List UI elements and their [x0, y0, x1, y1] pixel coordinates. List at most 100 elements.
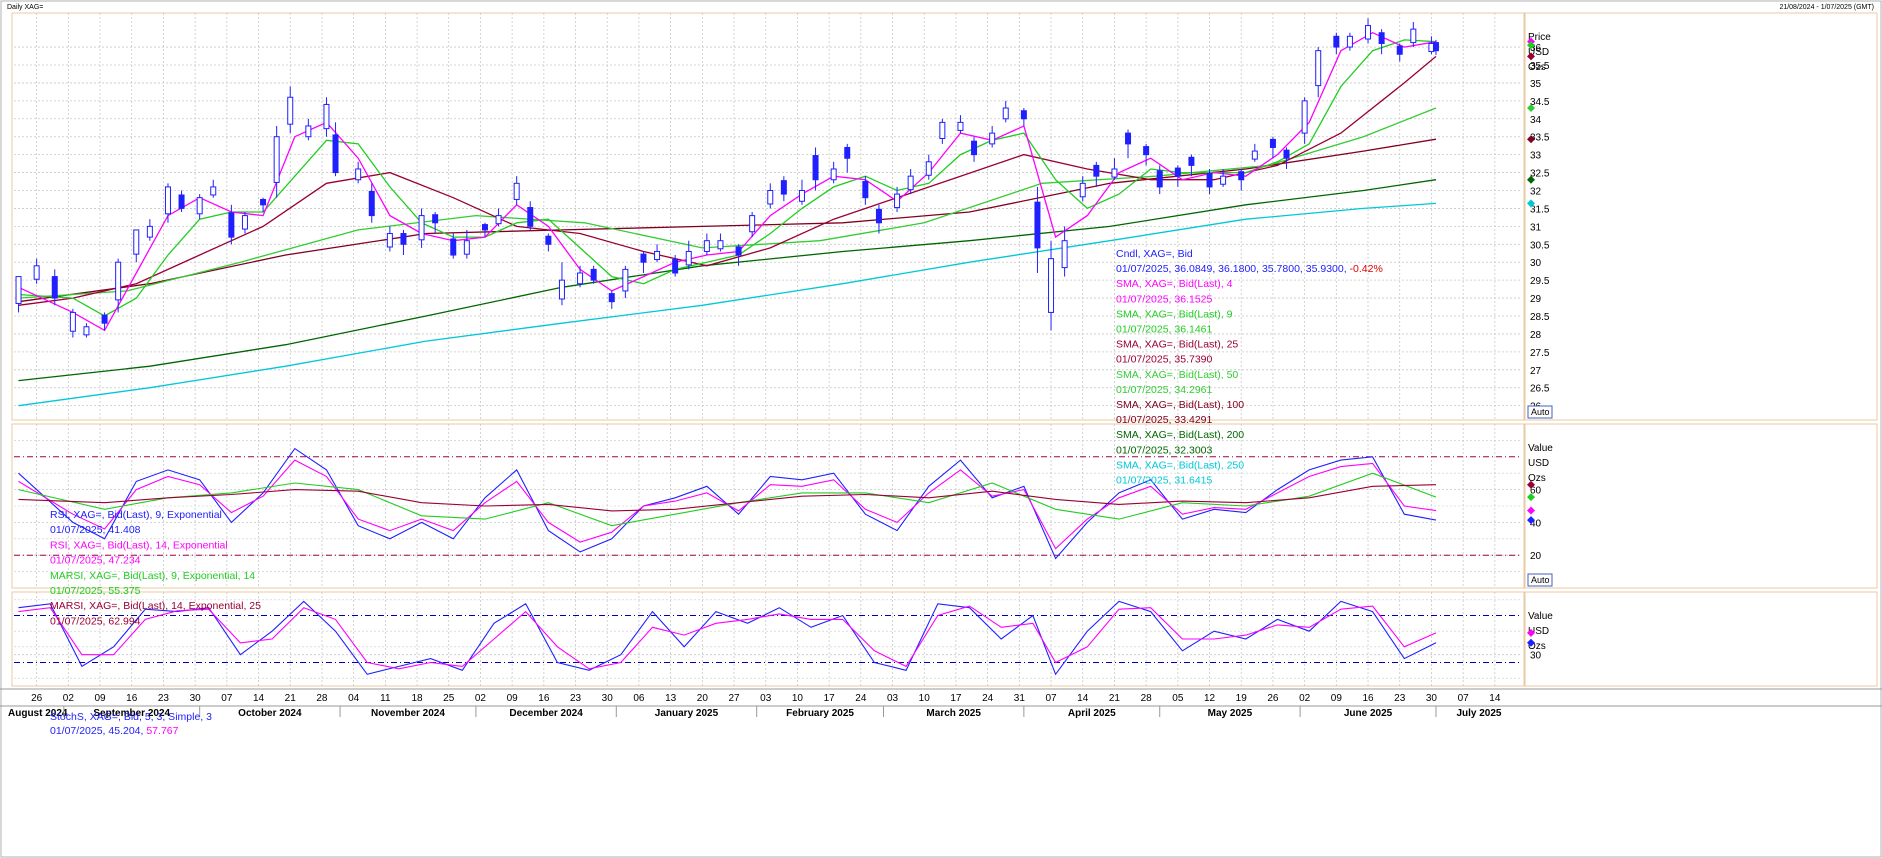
candle-body	[1283, 149, 1290, 159]
x-tick-label: 14	[1077, 693, 1089, 704]
candle-body	[780, 180, 787, 195]
change-percent: -0.42%	[1350, 263, 1383, 275]
price-tick-label: 26.5	[1530, 384, 1550, 395]
candle-body	[332, 134, 339, 174]
candle-body	[228, 212, 235, 238]
price-tick-label: 33	[1530, 151, 1542, 162]
price-tick-label: 33.5	[1530, 133, 1550, 144]
candle-body	[115, 261, 122, 301]
candle-body	[196, 197, 203, 215]
series-marsi14	[18, 484, 1437, 512]
price-tick-label: 35	[1530, 79, 1542, 90]
x-tick-label: 30	[190, 693, 202, 704]
price-legend-value: 01/07/2025, 34.2961	[1116, 384, 1213, 396]
stoch-axis-title: Ozs	[1528, 641, 1546, 652]
candle-body	[608, 293, 615, 303]
candle-body	[989, 132, 996, 145]
price-tick-label: 30.5	[1530, 240, 1550, 251]
x-tick-label: 30	[1426, 693, 1438, 704]
candle-body	[1220, 175, 1227, 185]
candle-body	[1111, 168, 1118, 178]
price-legend-name: SMA, XAG=, Bid(Last), 9	[1116, 308, 1233, 320]
candle-body	[971, 140, 978, 156]
candle-body	[1269, 138, 1276, 148]
stoch-legend-value: 01/07/2025, 45.204, 57.767	[50, 725, 179, 737]
candle-body	[685, 250, 692, 266]
x-tick-label: 14	[1489, 693, 1501, 704]
candle-body	[703, 240, 710, 252]
last-value-marker	[1527, 41, 1535, 50]
x-tick-label: 16	[538, 693, 550, 704]
candle-body	[640, 253, 647, 263]
stoch-axis-title: USD	[1528, 626, 1549, 637]
x-tick-label: 03	[887, 693, 899, 704]
candle-body	[1034, 201, 1041, 249]
x-tick-label: 26	[1267, 693, 1279, 704]
chart-title: Daily XAG=	[7, 4, 44, 11]
x-tick-label: 28	[1141, 693, 1153, 704]
month-label: October 2024	[238, 708, 302, 719]
x-tick-label: 04	[348, 693, 360, 704]
candle-body	[1410, 28, 1417, 44]
x-tick-label: 07	[1045, 693, 1057, 704]
candle-body	[1396, 45, 1403, 55]
candle-body	[355, 168, 362, 181]
candle-body	[1020, 110, 1027, 120]
price-tick-label: 34	[1530, 115, 1542, 126]
series-stoch_d	[18, 605, 1437, 670]
last-value-marker	[1527, 135, 1535, 144]
candle-body	[844, 146, 851, 159]
candle-body	[1125, 132, 1132, 145]
month-label: December 2024	[509, 708, 583, 719]
price-tick-label: 34.5	[1530, 97, 1550, 108]
stoch-tick-label: 30	[1530, 651, 1542, 662]
candle-body	[717, 240, 724, 250]
candle-body	[241, 215, 248, 230]
price-tick-label: 32.5	[1530, 169, 1550, 180]
x-tick-label: 24	[855, 693, 867, 704]
rsi-legend-name: MARSI, XAG=, Bid(Last), 9, Exponential, …	[50, 570, 255, 582]
candle-body	[1156, 170, 1163, 188]
rsi-legend-value: 01/07/2025, 41.408	[50, 524, 141, 536]
last-value-marker	[1527, 104, 1535, 113]
price-tick-label: 30	[1530, 258, 1542, 269]
stoch-panel-frame	[11, 591, 1525, 687]
last-value-marker	[1527, 480, 1535, 489]
candle-body	[957, 121, 964, 131]
month-label: September 2024	[93, 708, 170, 719]
price-tick-label: 32	[1530, 187, 1542, 198]
x-tick-label: 12	[1204, 693, 1216, 704]
candle-body	[939, 121, 946, 140]
series-sma250	[18, 202, 1437, 407]
price-legend-name: SMA, XAG=, Bid(Last), 4	[1116, 278, 1233, 290]
price-legend-name: SMA, XAG=, Bid(Last), 25	[1116, 339, 1238, 351]
month-label: February 2025	[786, 708, 854, 719]
rsi-legend-name: RSI, XAG=, Bid(Last), 14, Exponential	[50, 539, 228, 551]
x-tick-label: 23	[158, 693, 170, 704]
candle-body	[590, 268, 597, 281]
candle-body	[481, 224, 488, 231]
series-rsi9	[18, 447, 1437, 560]
candle-body	[894, 193, 901, 209]
candle-body	[305, 125, 312, 138]
candle-body	[622, 268, 629, 292]
candle-body	[273, 136, 280, 183]
last-value-marker	[1527, 506, 1535, 515]
x-tick-label: 13	[665, 693, 677, 704]
x-tick-label: 21	[1109, 693, 1121, 704]
x-tick-label: 10	[792, 693, 804, 704]
x-tick-label: 09	[507, 693, 519, 704]
last-value-marker	[1527, 638, 1535, 647]
candle-body	[1206, 172, 1213, 188]
candles	[15, 18, 1439, 338]
rsi-axis-frame	[1524, 423, 1878, 589]
x-tick-label: 25	[443, 693, 455, 704]
candle-body	[33, 265, 40, 280]
rsi-tick-label: 40	[1530, 518, 1542, 529]
candle-body	[1301, 100, 1308, 134]
last-value-marker	[1527, 175, 1535, 184]
x-tick-label: 07	[1458, 693, 1470, 704]
